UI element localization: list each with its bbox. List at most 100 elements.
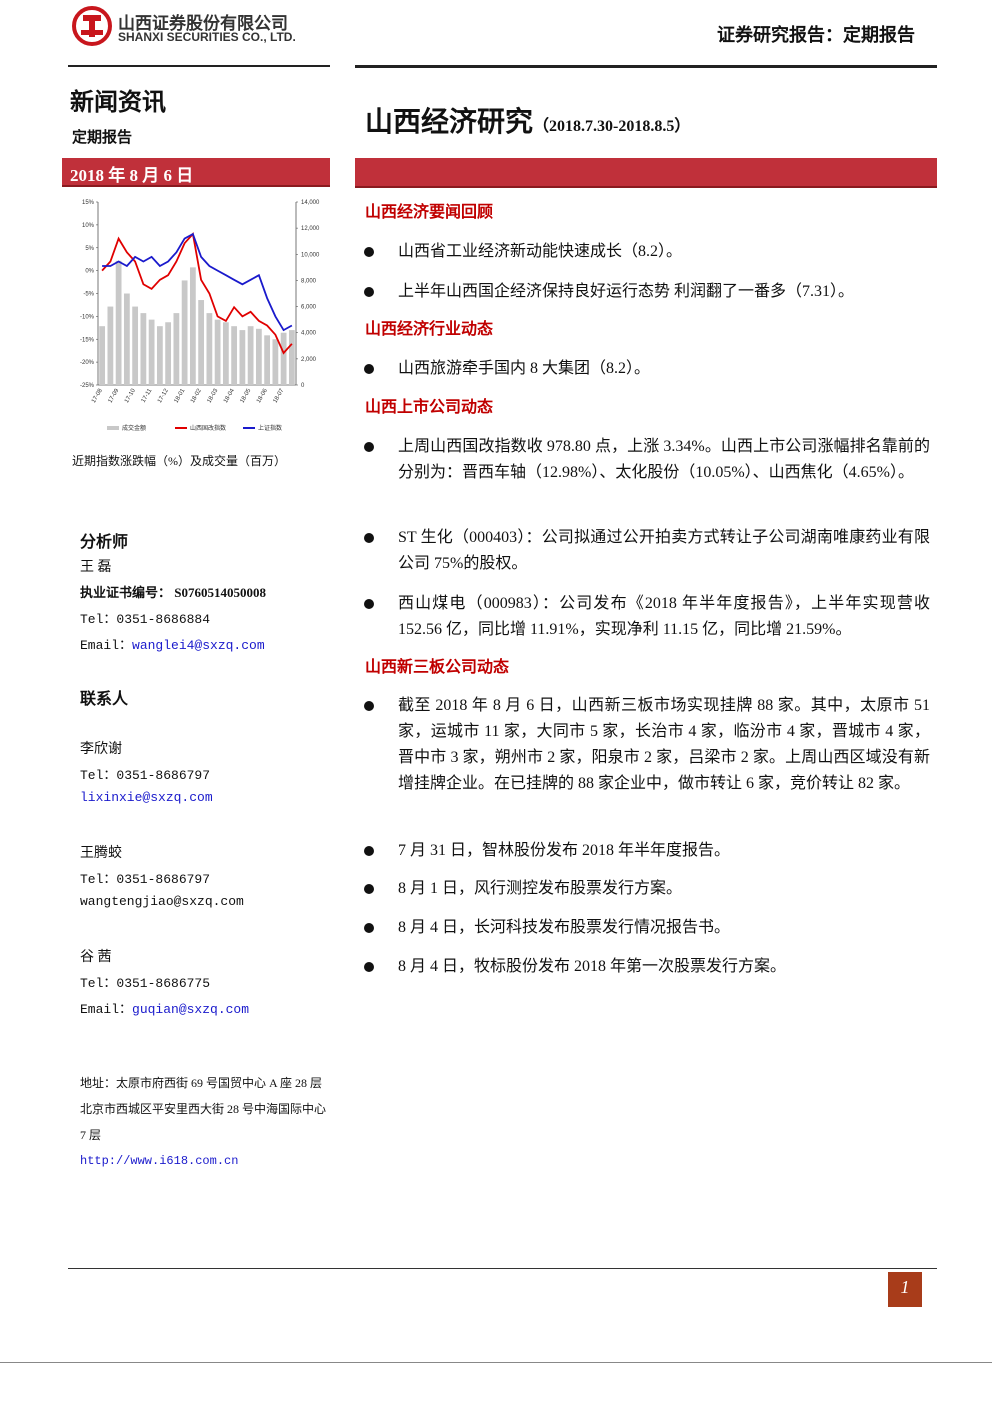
bar [255,328,262,385]
period: （2018.7.30-2018.8.5） [533,118,691,135]
bullet-item: 7 月 31 日，智林股份发布 2018 年半年度报告。 [364,838,930,864]
item-text: ST 生化（000403）：公司拟通过公开拍卖方式转让子公司湖南唯康药业有限公司… [398,529,930,572]
email[interactable]: lixinxie@sxzq.com [80,790,213,805]
legend-swatch [107,426,119,430]
cert: 执业证书编号： S0760514050008 [80,585,266,600]
item-text: 山西旅游牵手国内 8 大集团（8.2）。 [398,360,651,377]
rule [355,65,937,68]
bar [148,319,155,385]
company-en: SHANXI SECURITIES CO., LTD. [118,30,296,44]
email-label: Email： [80,1002,133,1017]
y2-tick-label: 8,000 [301,278,317,284]
bar [214,319,221,385]
email[interactable]: wanglei4@sxzq.com [132,638,265,653]
y-tick-label: -15% [80,337,95,343]
item-text: 7 月 31 日，智林股份发布 2018 年半年度报告。 [398,842,731,859]
item-text: 8 月 4 日，长河科技发布股票发行情况报告书。 [398,919,731,936]
heading: 分析师 [80,534,129,551]
x-tick-label: 17-10 [124,387,137,404]
bar [272,339,279,385]
line [102,232,293,332]
bar [165,322,172,385]
y-tick-label: 10% [82,223,95,229]
rule [68,65,330,67]
section-title: 新闻资讯 [70,90,166,116]
company-cn: 山西证券股份有限公司 [118,14,288,33]
y2-tick-label: 14,000 [301,200,320,206]
bullet-item: 8 月 4 日，牧标股份发布 2018 年第一次股票发行方案。 [364,954,930,980]
section-heading: 山西上市公司动态 [365,399,494,416]
legend-label: 山西国改指数 [190,424,226,432]
rule [68,1268,937,1269]
x-tick-label: 18-01 [173,387,186,404]
y2-tick-label: 6,000 [301,305,317,311]
tel: Tel：0351-8686775 [80,976,211,991]
bar [264,335,271,385]
bar [181,280,188,385]
item-text: 山西省工业经济新动能快速成长（8.2）。 [398,243,683,260]
y2-tick-label: 2,000 [301,357,317,363]
tel: Tel：0351-8686797 [80,768,211,783]
y-tick-label: 15% [82,200,95,206]
y2-tick-label: 4,000 [301,331,317,337]
contact-name: 谷 茜 [80,950,112,965]
x-tick-label: 18-04 [223,387,236,404]
bar [115,260,122,385]
rule [0,1362,992,1363]
bullet-item: 上半年山西国企经济保持良好运行态势 利润翻了一番多（7.31）。 [364,279,930,305]
y-tick-label: 5% [85,246,94,252]
y2-tick-label: 0 [301,383,305,389]
bar [206,313,213,385]
date: 2018 年 8 月 6 日 [70,166,194,185]
bar [107,306,114,385]
x-tick-label: 18-07 [272,387,285,404]
bullet-item: 山西省工业经济新动能快速成长（8.2）。 [364,239,930,265]
bullet-item: 上周山西国改指数收 978.80 点，上涨 3.34%。山西上市公司涨幅排名靠前… [364,434,930,486]
address-line: 地址：太原市府西街 69 号国贸中心 A 座 28 层 [80,1076,323,1090]
bar [173,313,180,385]
item-text: 截至 2018 年 8 月 6 日，山西新三板市场实现挂牌 88 家。其中，太原… [398,697,930,792]
bar [280,332,287,385]
x-tick-label: 17-12 [157,387,170,404]
contact-name: 李欣谢 [80,742,122,757]
item-text: 8 月 4 日，牧标股份发布 2018 年第一次股票发行方案。 [398,958,787,975]
bar [239,330,246,385]
x-tick-label: 18-02 [190,387,203,404]
title: 山西经济研究 [365,107,534,138]
bar [99,326,106,385]
bar [189,267,196,385]
x-tick-label: 18-06 [256,387,269,404]
section-heading: 山西新三板公司动态 [365,659,510,676]
section-heading: 山西经济行业动态 [365,321,494,338]
tel: Tel：0351-8686884 [80,612,211,627]
date-bar: 2018 年 8 月 6 日 [62,158,330,187]
item-text: 上半年山西国企经济保持良好运行态势 利润翻了一番多（7.31）。 [398,283,855,300]
email[interactable]: wangtengjiao@sxzq.com [80,894,244,909]
report-type: 证券研究报告：定期报告 [717,25,915,45]
title-bar [355,158,937,188]
address: 地址：太原市府西街 69 号国贸中心 A 座 28 层 北京市西城区平安里西大街… [80,1070,330,1148]
bar [198,300,205,385]
bullet-item: 山西旅游牵手国内 8 大集团（8.2）。 [364,356,930,382]
bar [140,313,147,385]
email[interactable]: guqian@sxzq.com [132,1002,250,1017]
page-number: 1 [888,1272,922,1307]
email-label: Email： [80,638,133,653]
bar [222,322,229,385]
bullet-item: 截至 2018 年 8 月 6 日，山西新三板市场实现挂牌 88 家。其中，太原… [364,693,930,797]
bar [288,330,295,385]
bullet-item: ST 生化（000403）：公司拟通过公开拍卖方式转让子公司湖南唯康药业有限公司… [364,525,930,577]
x-tick-label: 18-05 [239,387,252,404]
bar [132,306,139,385]
contact-name: 王腾蛟 [80,846,122,861]
bar [156,326,163,385]
x-tick-label: 17-09 [107,387,120,404]
url[interactable]: http://www.i618.com.cn [80,1154,239,1168]
y-tick-label: 0% [85,269,94,275]
bullet-item: 8 月 4 日，长河科技发布股票发行情况报告书。 [364,915,930,941]
chart-caption: 近期指数涨跌幅（%）及成交量（百万） [72,454,286,468]
subsection: 定期报告 [72,130,133,146]
heading: 联系人 [80,691,129,708]
bullet-item: 8 月 1 日，风行测控发布股票发行方案。 [364,876,930,902]
